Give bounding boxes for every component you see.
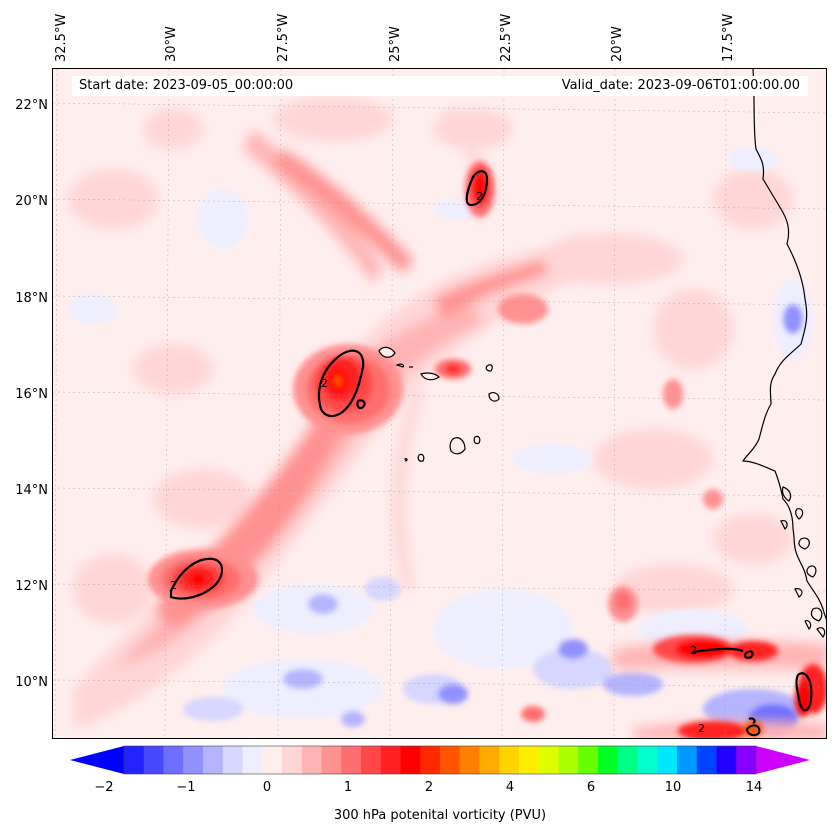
colorbar (70, 745, 810, 775)
colorbar-cell (657, 746, 678, 774)
african-coastline (742, 69, 826, 639)
lat-label-10n: 10°N (15, 675, 48, 690)
colorbar-extend-max (756, 746, 810, 774)
lat-label-18n: 18°N (15, 291, 48, 306)
lon-label-22-5w: 22.5°W (499, 13, 514, 62)
pv-map-panel[interactable]: 2 2 2 2 2 (52, 68, 827, 739)
colorbar-cell (637, 746, 658, 774)
colorbar-cell (519, 746, 540, 774)
colorbar-cell (262, 746, 283, 774)
colorbar-cell (578, 746, 599, 774)
lat-label-16n: 16°N (15, 387, 48, 402)
colorbar-tick-1: 1 (343, 780, 353, 795)
map-gridlines (53, 69, 826, 738)
colorbar-cell (440, 746, 461, 774)
lat-label-22n: 22°N (15, 98, 48, 113)
colorbar-cell (361, 746, 382, 774)
colorbar-tick-2: 2 (424, 780, 434, 795)
colorbar-cell (538, 746, 559, 774)
colorbar-cell (124, 746, 145, 774)
colorbar-tick-10: 10 (664, 780, 682, 795)
contour-label-5: 2 (698, 722, 705, 735)
contour-label-4: 2 (690, 644, 697, 657)
lat-label-20n: 20°N (15, 194, 48, 209)
colorbar-cell (677, 746, 698, 774)
colorbar-cell (222, 746, 243, 774)
lon-label-27-5w: 27.5°W (276, 13, 291, 62)
lon-label-25w: 25°W (388, 26, 403, 62)
colorbar-cell (301, 746, 322, 774)
colorbar-cell (598, 746, 619, 774)
pv-field-svg: 2 2 2 2 2 (53, 69, 826, 738)
lat-label-12n: 12°N (15, 579, 48, 594)
colorbar-tick-4: 4 (505, 780, 515, 795)
colorbar-cell (321, 746, 342, 774)
lon-label-32-5w: 32.5°W (54, 13, 69, 62)
colorbar-cell (558, 746, 579, 774)
contour-label-2: 2 (321, 377, 328, 390)
colorbar-cell (617, 746, 638, 774)
colorbar-extend-min (70, 746, 124, 774)
colorbar-tick-14: 14 (745, 780, 763, 795)
lat-label-14n: 14°N (15, 483, 48, 498)
contour-labels: 2 2 2 2 2 (170, 190, 705, 735)
colorbar-tick-6: 6 (586, 780, 596, 795)
contour-label-3: 2 (170, 579, 177, 592)
lon-label-17-5w: 17.5°W (721, 13, 736, 62)
colorbar-cell (183, 746, 204, 774)
colorbar-cell (380, 746, 401, 774)
cape-verde-islands (378, 346, 500, 462)
colorbar-cells (124, 746, 757, 774)
colorbar-cell (163, 746, 184, 774)
colorbar-cell (459, 746, 480, 774)
colorbar-cell (736, 746, 757, 774)
colorbar-cell (420, 746, 441, 774)
colorbar-cell (282, 746, 303, 774)
colorbar-tick-minus2: −2 (94, 780, 114, 795)
colorbar-cell (203, 746, 224, 774)
colorbar-cell (242, 746, 263, 774)
date-banner: Start date: 2023-09-05_00:00:00 Valid_da… (72, 76, 808, 96)
colorbar-cell (143, 746, 164, 774)
colorbar-tick-minus1: −1 (176, 780, 196, 795)
pv-2-contours (169, 170, 813, 737)
contour-label-1: 2 (476, 190, 483, 203)
colorbar-cell (499, 746, 520, 774)
pv-negative-patches (68, 147, 813, 734)
colorbar-cell (400, 746, 421, 774)
lon-label-20w: 20°W (610, 26, 625, 62)
valid-date-label: Valid_date: 2023-09-06T01:00:00.00 (561, 78, 800, 93)
colorbar-tick-0: 0 (262, 780, 272, 795)
lon-label-30w: 30°W (164, 26, 179, 62)
colorbar-cell (716, 746, 737, 774)
colorbar-label: 300 hPa potenital vorticity (PVU) (333, 808, 547, 823)
colorbar-frame (123, 745, 757, 775)
pv-strong-features (148, 161, 826, 738)
colorbar-cell (341, 746, 362, 774)
colorbar-cell (696, 746, 717, 774)
start-date-label: Start date: 2023-09-05_00:00:00 (79, 78, 294, 93)
colorbar-cell (479, 746, 500, 774)
